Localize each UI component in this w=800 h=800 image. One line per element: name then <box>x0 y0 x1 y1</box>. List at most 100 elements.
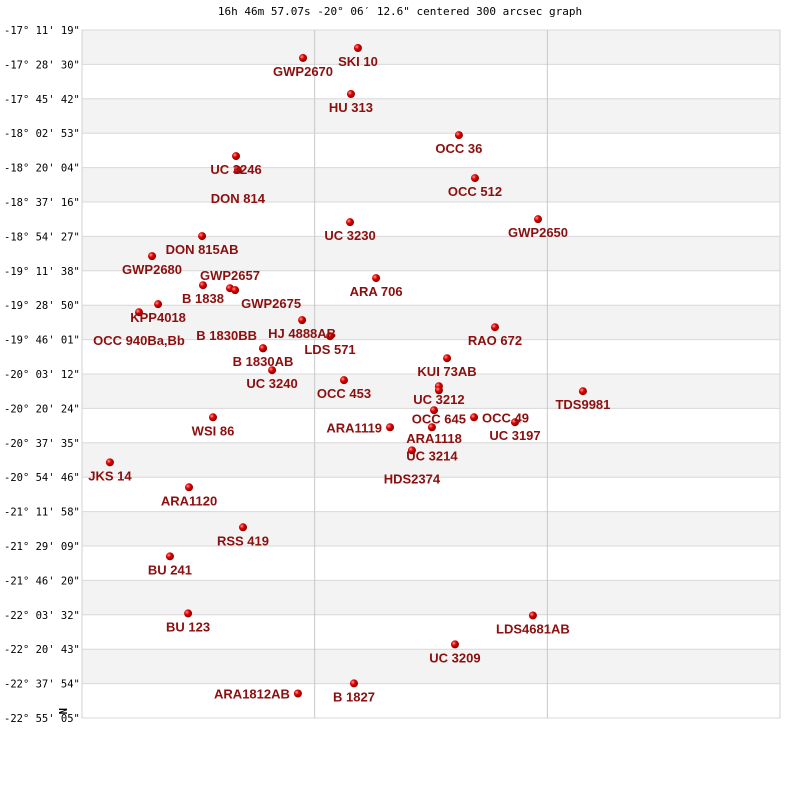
grid-band <box>82 546 780 581</box>
star-label: OCC 645 <box>412 411 466 426</box>
star-marker <box>510 418 519 427</box>
star-marker <box>534 215 543 224</box>
star-marker <box>470 413 479 422</box>
star-marker <box>443 354 452 363</box>
star-label: B 1830AB <box>233 354 294 369</box>
y-tick-label: -17° 45' 42" <box>4 94 80 106</box>
star-marker <box>135 308 144 317</box>
star-marker <box>578 387 587 396</box>
star-label: DON 815AB <box>166 242 239 257</box>
grid-band <box>82 30 780 65</box>
star-label: UC 3212 <box>413 392 464 407</box>
star-label: HDS2374 <box>384 471 441 486</box>
y-tick-label: -18° 20' 04" <box>4 163 80 175</box>
grid-band <box>82 649 780 684</box>
star-label: B 1838 <box>182 291 224 306</box>
star-marker <box>430 406 439 415</box>
y-tick-label: -21° 29' 09" <box>4 541 80 553</box>
star-label: LDS4681AB <box>496 621 570 636</box>
chart-title: 16h 46m 57.07s -20° 06′ 12.6" centered 3… <box>217 5 583 18</box>
star-label: OCC 36 <box>435 141 482 156</box>
star-label: RSS 419 <box>217 533 269 548</box>
star-marker <box>427 423 436 432</box>
star-label: UC 3209 <box>429 650 480 665</box>
star-label: LDS 571 <box>304 342 355 357</box>
grid-band <box>82 236 780 271</box>
star-label: GWP2675 <box>241 296 301 311</box>
star-marker <box>233 166 242 175</box>
star-label: B 1830BB <box>196 328 257 343</box>
star-label: BU 241 <box>148 562 192 577</box>
star-marker <box>326 332 335 341</box>
star-label: ARA 706 <box>350 284 403 299</box>
star-label: UC 3230 <box>324 228 375 243</box>
grid-band <box>82 167 780 202</box>
star-label: GWP2657 <box>200 268 260 283</box>
grid-band <box>82 98 780 134</box>
grid-band <box>82 580 780 615</box>
star-label: ARA1812AB <box>214 687 290 702</box>
star-label: WSI 86 <box>192 423 235 438</box>
star-marker <box>386 423 395 432</box>
star-marker <box>259 344 268 353</box>
star-marker <box>349 679 358 688</box>
star-marker <box>165 552 174 561</box>
star-marker <box>490 323 499 332</box>
grid-band <box>82 374 780 409</box>
star-marker <box>231 286 240 295</box>
star-label: KPP4018 <box>130 310 186 325</box>
y-tick-label: -19° 46' 01" <box>4 335 80 347</box>
star-marker <box>528 611 537 620</box>
y-tick-label: -21° 46' 20" <box>4 575 80 587</box>
star-marker <box>450 640 459 649</box>
grid-band <box>82 442 780 478</box>
star-marker <box>346 90 355 99</box>
star-label: UC 3214 <box>406 448 458 463</box>
star-label: UC 3246 <box>210 162 261 177</box>
star-marker <box>208 413 217 422</box>
star-label: HU 313 <box>329 100 373 115</box>
grid-band <box>82 683 780 718</box>
star-marker <box>353 44 362 53</box>
grid-band <box>82 511 780 546</box>
grid-band <box>82 477 780 512</box>
y-tick-label: -19° 28' 50" <box>4 300 80 312</box>
star-label: TDS9981 <box>555 397 610 412</box>
star-marker <box>184 609 193 618</box>
star-label: GWP2670 <box>273 64 333 79</box>
star-marker <box>434 386 443 395</box>
star-label: RAO 672 <box>468 333 522 348</box>
star-label: UC 3240 <box>246 376 297 391</box>
star-marker <box>198 232 207 241</box>
star-marker <box>407 446 416 455</box>
star-label: DON 814 <box>211 191 266 206</box>
star-marker <box>185 483 194 492</box>
star-label: GWP2680 <box>122 262 182 277</box>
star-label: HJ 4888AB <box>268 326 336 341</box>
star-marker <box>372 274 381 283</box>
star-marker <box>268 366 277 375</box>
star-label: OCC 453 <box>317 386 371 401</box>
grid-band <box>82 133 780 168</box>
star-label: JKS 14 <box>88 468 132 483</box>
y-tick-label: -20° 20' 24" <box>4 403 80 415</box>
star-marker <box>198 281 207 290</box>
star-marker <box>154 300 163 309</box>
y-tick-label: -22° 55' 05" <box>4 713 80 725</box>
y-tick-label: -18° 02' 53" <box>4 128 80 140</box>
y-tick-label: -19° 11' 38" <box>4 266 80 278</box>
y-tick-label: -22° 20' 43" <box>4 644 80 656</box>
star-label: GWP2650 <box>508 225 568 240</box>
star-marker <box>293 689 302 698</box>
y-tick-label: -21° 11' 58" <box>4 507 80 519</box>
star-label: B 1827 <box>333 689 375 704</box>
star-label: ARA1118 <box>406 431 462 446</box>
y-tick-label: -22° 37' 54" <box>4 679 80 691</box>
star-marker <box>470 174 479 183</box>
y-tick-label: -22° 03' 32" <box>4 610 80 622</box>
star-marker <box>239 523 248 532</box>
star-label: ARA1120 <box>161 493 217 508</box>
star-marker <box>298 316 307 325</box>
star-marker <box>299 53 308 62</box>
